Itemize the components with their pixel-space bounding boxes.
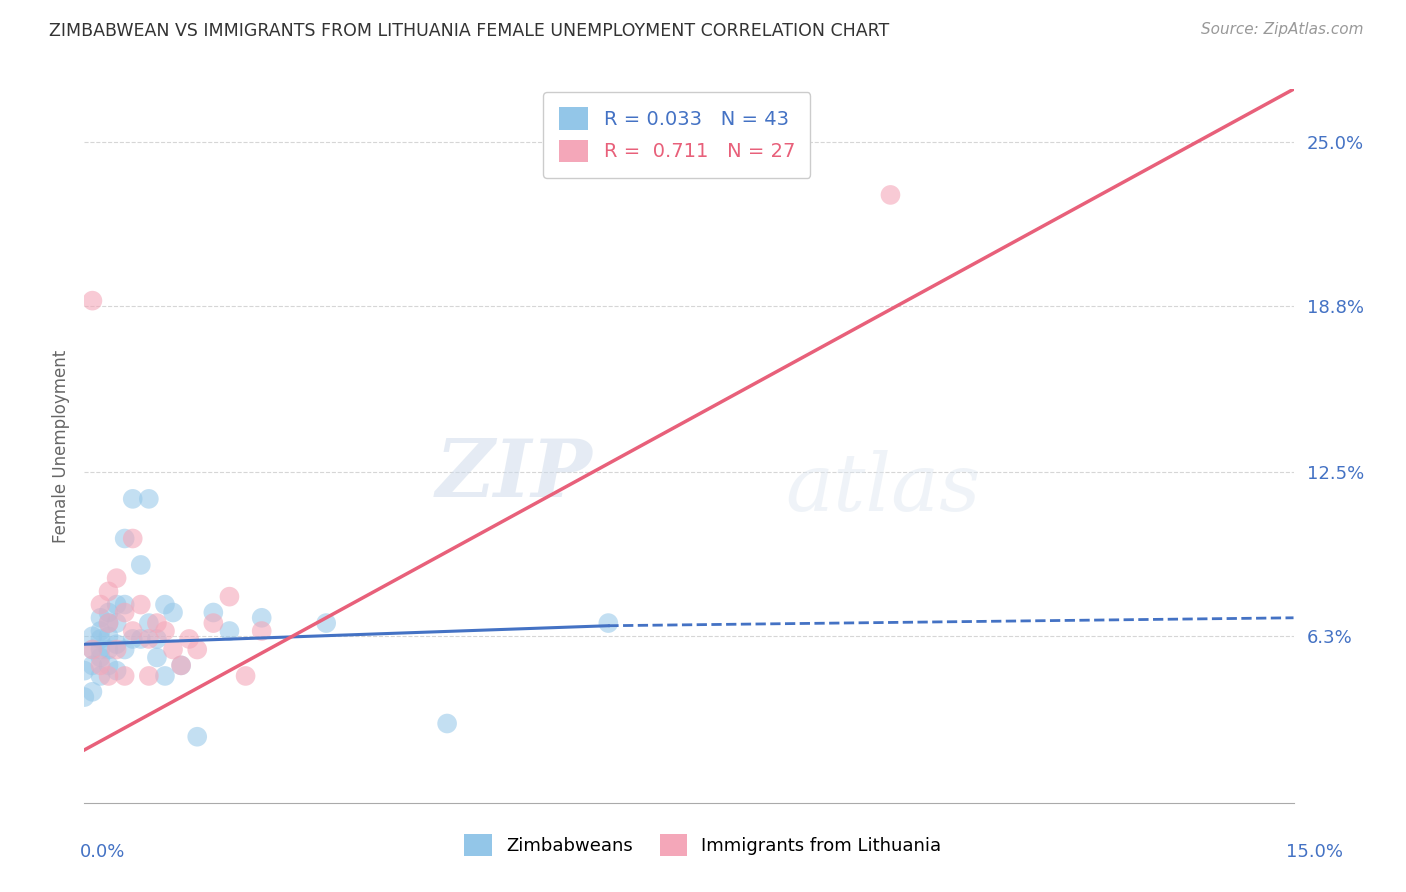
Point: [97, 606, 120, 620]
Point: [436, 716, 458, 731]
Point: [121, 532, 143, 546]
Point: [162, 642, 184, 657]
Point: [879, 188, 901, 202]
Point: [89, 632, 111, 646]
Point: [598, 616, 620, 631]
Point: [97, 642, 120, 657]
Point: [146, 616, 169, 631]
Text: 0.0%: 0.0%: [80, 843, 125, 861]
Text: atlas: atlas: [786, 450, 981, 527]
Point: [129, 632, 152, 646]
Point: [105, 642, 128, 657]
Point: [97, 669, 120, 683]
Point: [97, 658, 120, 673]
Point: [129, 598, 152, 612]
Point: [162, 606, 184, 620]
Point: [114, 669, 136, 683]
Y-axis label: Female Unemployment: Female Unemployment: [52, 350, 70, 542]
Point: [89, 642, 111, 657]
Point: [315, 616, 337, 631]
Point: [73, 690, 96, 704]
Point: [82, 629, 104, 643]
Point: [250, 611, 273, 625]
Point: [89, 658, 111, 673]
Point: [218, 590, 240, 604]
Point: [97, 616, 120, 631]
Text: 15.0%: 15.0%: [1286, 843, 1343, 861]
Point: [121, 632, 143, 646]
Point: [82, 642, 104, 657]
Point: [89, 650, 111, 665]
Point: [105, 664, 128, 678]
Point: [97, 629, 120, 643]
Point: [218, 624, 240, 638]
Point: [138, 632, 160, 646]
Point: [170, 658, 193, 673]
Text: ZIP: ZIP: [436, 436, 592, 513]
Text: ZIMBABWEAN VS IMMIGRANTS FROM LITHUANIA FEMALE UNEMPLOYMENT CORRELATION CHART: ZIMBABWEAN VS IMMIGRANTS FROM LITHUANIA …: [49, 22, 890, 40]
Point: [153, 669, 176, 683]
Point: [138, 491, 160, 506]
Point: [82, 293, 104, 308]
Text: Source: ZipAtlas.com: Source: ZipAtlas.com: [1201, 22, 1364, 37]
Point: [138, 669, 160, 683]
Point: [121, 624, 143, 638]
Point: [82, 642, 104, 657]
Point: [114, 606, 136, 620]
Point: [153, 624, 176, 638]
Point: [97, 584, 120, 599]
Point: [89, 624, 111, 638]
Point: [105, 616, 128, 631]
Legend: R = 0.033   N = 43, R =  0.711   N = 27: R = 0.033 N = 43, R = 0.711 N = 27: [543, 92, 810, 178]
Point: [129, 558, 152, 572]
Point: [121, 491, 143, 506]
Point: [114, 598, 136, 612]
Legend: Zimbabweans, Immigrants from Lithuania: Zimbabweans, Immigrants from Lithuania: [456, 825, 950, 865]
Point: [114, 642, 136, 657]
Point: [202, 606, 225, 620]
Point: [97, 616, 120, 631]
Point: [89, 598, 111, 612]
Point: [138, 616, 160, 631]
Point: [105, 571, 128, 585]
Point: [82, 685, 104, 699]
Point: [170, 658, 193, 673]
Point: [82, 658, 104, 673]
Point: [186, 730, 208, 744]
Point: [235, 669, 257, 683]
Point: [89, 669, 111, 683]
Point: [114, 532, 136, 546]
Point: [153, 598, 176, 612]
Point: [105, 637, 128, 651]
Point: [202, 616, 225, 631]
Point: [179, 632, 201, 646]
Point: [250, 624, 273, 638]
Point: [105, 598, 128, 612]
Point: [146, 650, 169, 665]
Point: [146, 632, 169, 646]
Point: [73, 664, 96, 678]
Point: [186, 642, 208, 657]
Point: [89, 611, 111, 625]
